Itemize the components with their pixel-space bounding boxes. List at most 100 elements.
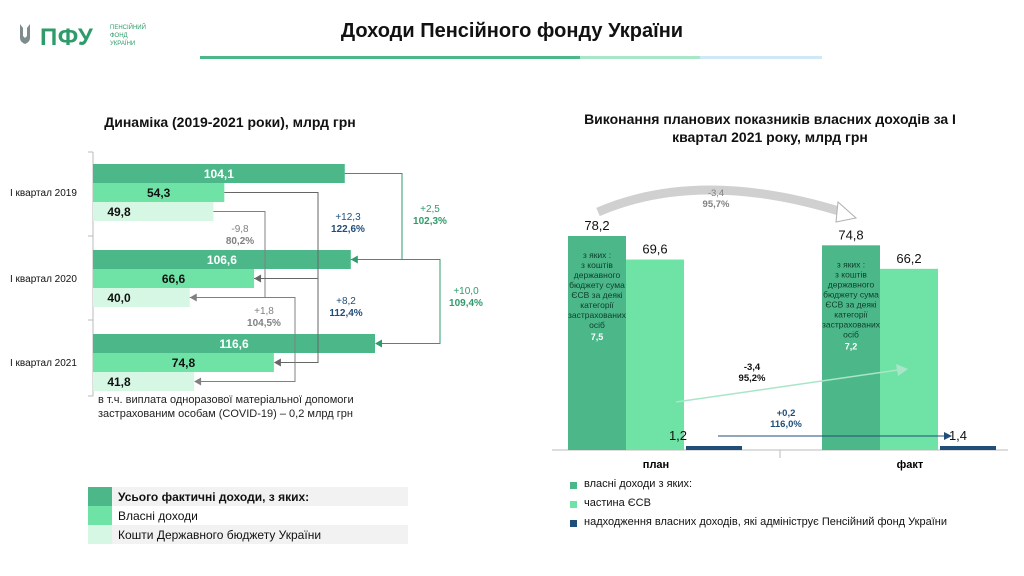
legend-swatch-budget <box>88 525 112 544</box>
right-inner-note-1-line-6: застрахованих <box>822 319 881 329</box>
right-inner-note-0-line-4: ЄСВ за деякі <box>571 290 622 300</box>
title-rule-light <box>700 56 822 59</box>
right-annotation-pct-0: 95,7% <box>703 199 730 210</box>
title-rule-dark <box>200 56 580 59</box>
left-bar-s2-c0 <box>93 202 214 221</box>
right-inner-note-1-line-2: державного <box>828 279 875 289</box>
page-title: Доходи Пенсійного фонду України <box>340 20 684 42</box>
left-arrowhead-budget-20-21 <box>194 377 202 386</box>
right-data-label-s1-c0: 69,6 <box>642 242 667 257</box>
right-inner-note-1-line-5: категорії <box>834 309 868 319</box>
left-note-line-2: застрахованим особам (COVID-19) – 0,2 мл… <box>98 408 353 420</box>
left-annotation-delta-2: +2,5 <box>420 204 440 215</box>
right-inner-note-0-line-5: категорії <box>580 300 614 310</box>
right-admin-arrowhead <box>944 432 952 440</box>
right-inner-note-1-line-4: ЄСВ за деякі <box>825 299 876 309</box>
right-legend-swatch-esv <box>570 501 577 508</box>
left-bar-s2-c1 <box>93 288 190 307</box>
legend-label-own: Власні доходи <box>118 509 198 523</box>
left-data-label-s1-c0: 54,3 <box>147 186 171 200</box>
left-annotation-delta-1: +12,3 <box>335 212 361 223</box>
right-inner-note-0-line-0: з яких : <box>583 250 611 260</box>
right-legend-label-admin: надходження власних доходів, які адмініс… <box>584 516 947 528</box>
legend-swatch-own <box>88 506 112 525</box>
right-inner-note-value-1: 7,2 <box>845 341 858 351</box>
right-annotation-pct-2: 116,0% <box>770 419 802 430</box>
right-inner-note-1-line-3: бюджету сума <box>823 289 879 299</box>
legend-item-total: Усього фактичні доходи, з яких: <box>88 487 408 506</box>
right-bar-s1-c0 <box>626 259 684 450</box>
right-category-label-0: план <box>643 459 669 471</box>
left-annotation-pct-5: 104,5% <box>247 318 281 329</box>
left-annotation-pct-2: 102,3% <box>413 216 447 227</box>
right-data-label-s0-c0: 78,2 <box>584 218 609 233</box>
left-data-label-s1-c2: 74,8 <box>172 356 196 370</box>
right-esv-arrow-line <box>675 369 899 403</box>
left-chart-title: Динаміка (2019-2021 роки), млрд грн <box>104 114 356 130</box>
right-chart-title: Виконання планових показників власних до… <box>584 111 956 145</box>
left-bar-s0-c0 <box>93 164 345 183</box>
left-category-label-1: І квартал 2020 <box>10 274 77 285</box>
left-data-label-s2-c0: 49,8 <box>107 205 131 219</box>
left-annotation-pct-3: 109,4% <box>449 298 483 309</box>
right-bar-s2-c0 <box>686 446 742 450</box>
legend-item-budget: Кошти Державного бюджету України <box>88 525 408 544</box>
right-curved-arrowhead <box>835 200 858 223</box>
left-arrowhead-total-20-21 <box>375 339 382 348</box>
right-inner-note-0-line-2: державного <box>574 270 621 280</box>
right-bar-s0-c1 <box>822 245 880 450</box>
left-annotation-delta-4: +8,2 <box>336 296 356 307</box>
logo-text: ПФУ <box>40 24 94 51</box>
left-bar-s1-c1 <box>93 269 255 288</box>
right-inner-note-1-line-0: з яких : <box>837 259 865 269</box>
left-connector-budget-20-21 <box>189 297 296 382</box>
right-inner-note-1-line-1: з коштів <box>835 269 867 279</box>
right-inner-note-0-line-7: осіб <box>589 320 605 330</box>
left-data-label-s2-c2: 41,8 <box>107 375 131 389</box>
right-inner-note-0-line-6: застрахованих <box>568 310 627 320</box>
right-legend-swatch-admin <box>570 520 577 527</box>
right-annotation-delta-2: +0,2 <box>777 408 796 419</box>
logo-subtext: ПЕНСІЙНИЙ ФОНД УКРАЇНИ <box>110 25 146 47</box>
legend-label-total: Усього фактичні доходи, з яких: <box>118 490 310 504</box>
left-annotation-pct-0: 80,2% <box>226 236 254 247</box>
left-category-label-0: І квартал 2019 <box>10 188 77 199</box>
right-inner-note-value-0: 7,5 <box>591 332 604 342</box>
trident-icon <box>20 24 30 44</box>
left-annotation-delta-5: +1,8 <box>254 306 274 317</box>
left-connector-own-20-21 <box>254 278 319 363</box>
right-legend-swatch-own <box>570 482 577 489</box>
left-data-label-s2-c1: 40,0 <box>107 291 131 305</box>
right-legend-label-own: власні доходи з яких: <box>584 478 693 490</box>
left-bar-s1-c2 <box>93 353 274 372</box>
right-curved-arrow <box>596 185 844 217</box>
right-data-label-s1-c1: 66,2 <box>896 251 921 266</box>
right-esv-arrowhead <box>896 364 908 376</box>
left-annotation-pct-1: 122,6% <box>331 224 365 235</box>
left-data-label-s0-c1: 106,6 <box>207 253 237 267</box>
left-note-line-1: в т.ч. виплата одноразової матеріальної … <box>98 394 354 406</box>
right-annotation-delta-0: -3,4 <box>708 188 724 199</box>
right-category-label-1: факт <box>897 459 924 471</box>
legend-item-own: Власні доходи <box>88 506 408 525</box>
right-bar-s2-c1 <box>940 446 996 450</box>
pfu-logo: ПФУ ПЕНСІЙНИЙ ФОНД УКРАЇНИ <box>18 18 148 52</box>
right-data-label-s2-c1: 1,4 <box>949 428 967 443</box>
left-category-label-2: І квартал 2021 <box>10 358 77 369</box>
left-annotation-delta-0: -9,8 <box>231 224 249 235</box>
right-inner-note-1-line-7: осіб <box>843 329 859 339</box>
left-connector-total-20-21 <box>350 259 441 344</box>
right-data-label-s2-c0: 1,2 <box>669 428 687 443</box>
left-arrowhead-own-20-21 <box>273 358 281 367</box>
right-bar-s1-c1 <box>880 268 938 450</box>
right-inner-note-0-line-1: з коштів <box>581 260 613 270</box>
left-annotation-delta-3: +10,0 <box>453 286 479 297</box>
right-annotation-delta-1: -3,4 <box>744 362 761 373</box>
legend-swatch-total <box>88 487 112 506</box>
left-bar-s0-c2 <box>93 334 375 353</box>
left-data-label-s1-c1: 66,6 <box>162 272 186 286</box>
left-bar-s0-c1 <box>93 250 351 269</box>
right-bar-s0-c0 <box>568 236 626 450</box>
